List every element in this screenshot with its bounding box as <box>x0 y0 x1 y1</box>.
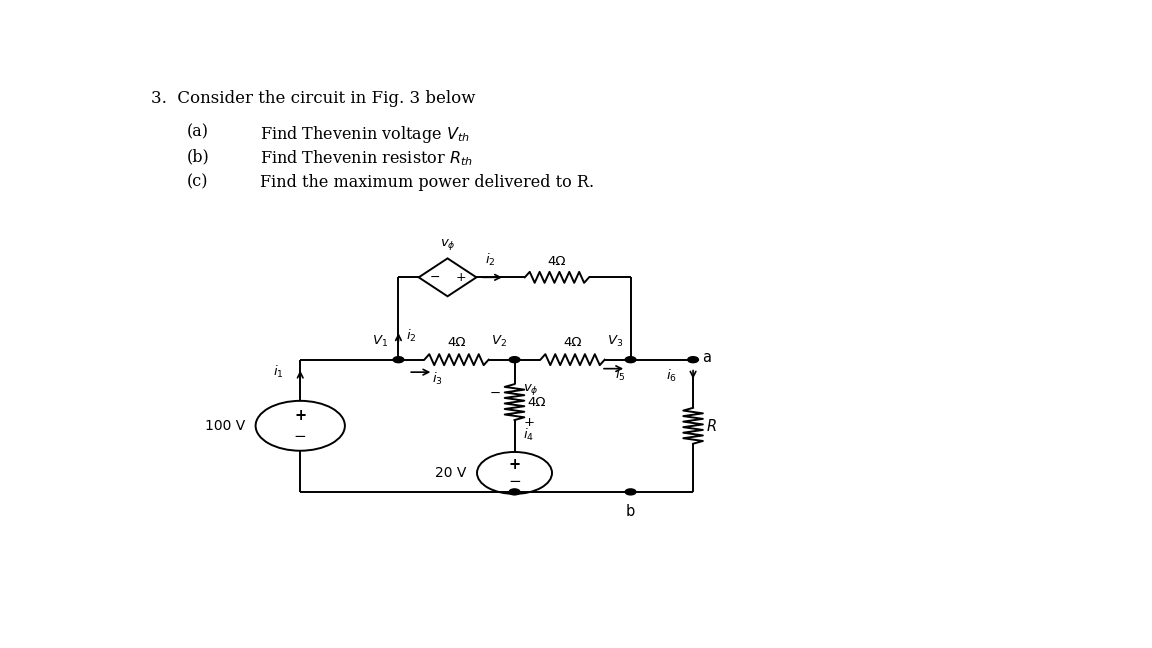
Text: 4Ω: 4Ω <box>526 395 546 409</box>
Text: −: − <box>490 387 501 400</box>
Text: (c): (c) <box>187 174 209 191</box>
Text: 100 V: 100 V <box>205 419 245 433</box>
Text: $V_3$: $V_3$ <box>607 334 623 349</box>
Text: +: + <box>455 271 465 284</box>
Text: +: + <box>523 415 535 428</box>
Circle shape <box>393 356 404 363</box>
Text: Find Thevenin resistor $R_{th}$: Find Thevenin resistor $R_{th}$ <box>260 148 473 168</box>
Text: +: + <box>508 457 521 472</box>
Text: $i_3$: $i_3$ <box>432 371 444 387</box>
Circle shape <box>509 489 520 495</box>
Text: $i_4$: $i_4$ <box>523 426 535 443</box>
Text: b: b <box>626 504 635 519</box>
Text: $i_5$: $i_5$ <box>615 367 626 383</box>
Text: $i_2$: $i_2$ <box>485 252 495 268</box>
Text: $i_6$: $i_6$ <box>666 367 677 384</box>
Text: $v_\phi$: $v_\phi$ <box>440 237 455 253</box>
Text: $i_2$: $i_2$ <box>406 328 416 344</box>
Text: 3.  Consider the circuit in Fig. 3 below: 3. Consider the circuit in Fig. 3 below <box>151 90 476 107</box>
Text: −: − <box>294 429 306 444</box>
Text: $R$: $R$ <box>706 418 718 434</box>
Text: $V_2$: $V_2$ <box>492 334 507 349</box>
Circle shape <box>626 356 636 363</box>
Text: $V_1$: $V_1$ <box>372 334 388 349</box>
Text: 4Ω: 4Ω <box>547 255 566 268</box>
Text: Find the maximum power delivered to R.: Find the maximum power delivered to R. <box>260 174 594 191</box>
Text: $i_1$: $i_1$ <box>273 364 285 380</box>
Text: 20 V: 20 V <box>435 466 467 480</box>
Text: 4Ω: 4Ω <box>563 336 582 349</box>
Text: $v_\phi$: $v_\phi$ <box>523 382 539 397</box>
Text: Find Thevenin voltage $V_{th}$: Find Thevenin voltage $V_{th}$ <box>260 124 470 145</box>
Text: −: − <box>430 271 440 284</box>
Text: +: + <box>294 408 306 422</box>
Text: −: − <box>508 474 521 489</box>
Text: a: a <box>702 350 711 365</box>
Text: (a): (a) <box>187 124 209 141</box>
Text: 4Ω: 4Ω <box>447 336 465 349</box>
Circle shape <box>509 356 520 363</box>
Circle shape <box>688 356 698 363</box>
Text: (b): (b) <box>187 148 210 166</box>
Circle shape <box>626 489 636 495</box>
